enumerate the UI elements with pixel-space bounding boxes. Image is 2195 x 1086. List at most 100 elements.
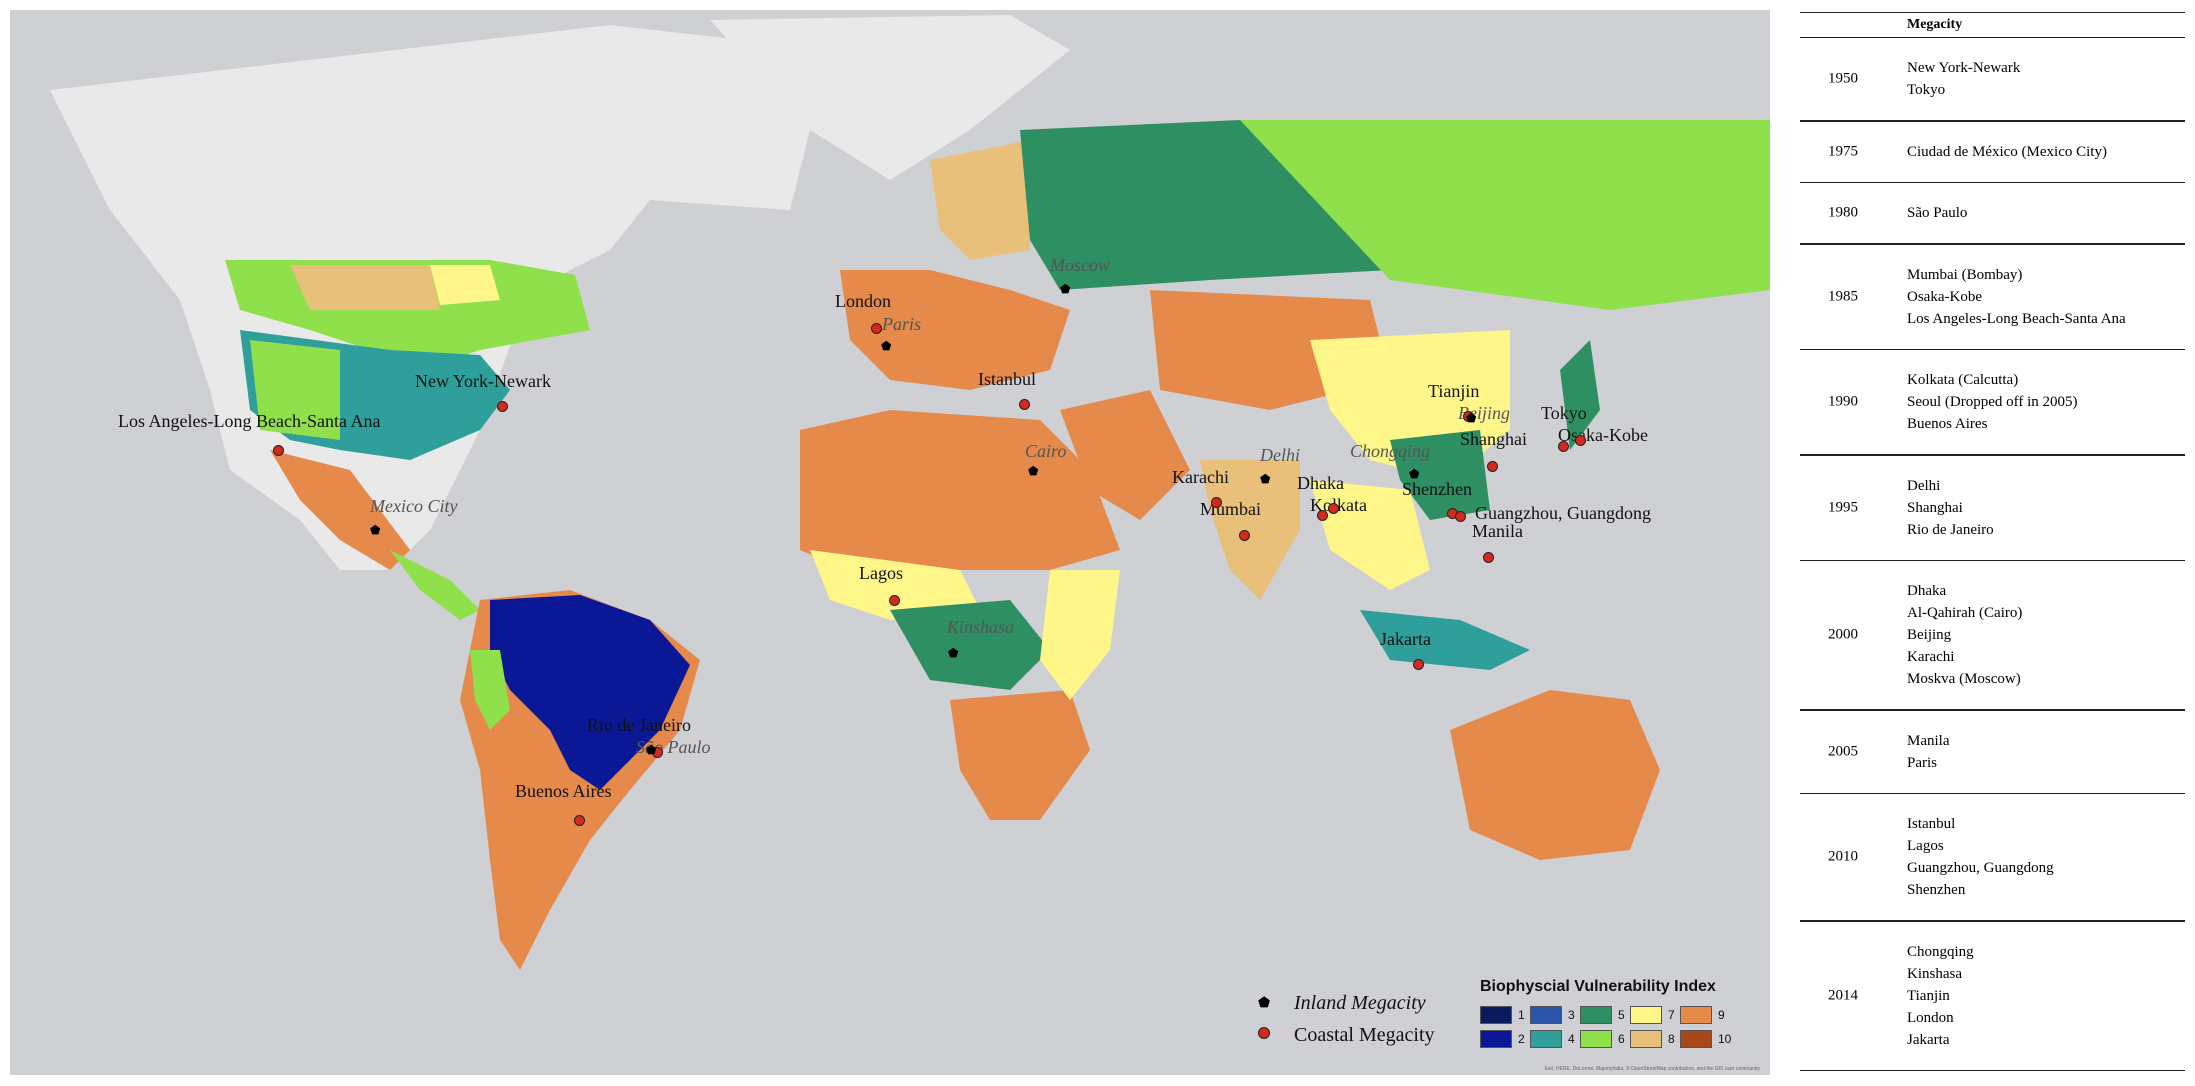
table-row: 2010 Istanbul Lagos Guangzhou, Guangdong She…: [1800, 794, 2185, 922]
southeast-asia-fill: [1310, 480, 1430, 590]
table-city: Dhaka: [1907, 583, 1947, 599]
vi-swatch-3: [1530, 1006, 1562, 1024]
canada-yellow: [430, 265, 500, 305]
table-city: Delhi: [1907, 478, 1941, 494]
city-label-paris: Paris: [882, 314, 922, 334]
mexico-fill: [270, 450, 410, 570]
coastal-megacity-symbol: [1258, 1027, 1270, 1039]
coastal-marker: [1463, 411, 1474, 422]
table-cities: Kolkata (Calcutta) Seoul (Dropped off in …: [1907, 369, 2078, 435]
table-city: Karachi: [1907, 649, 1955, 665]
vi-swatch-8: [1630, 1030, 1662, 1048]
vi-label-9: 9: [1718, 1008, 1725, 1022]
table-city: Manila: [1907, 733, 1950, 749]
city-label-shanghai: Shanghai: [1460, 429, 1527, 449]
vi-label-3: 3: [1568, 1008, 1575, 1022]
inland-marker: ⬟: [646, 743, 657, 757]
vi-label-10: 10: [1718, 1032, 1732, 1046]
table-row: 1950 New York-Newark Tokyo: [1800, 38, 2185, 122]
brazil-fill: [490, 595, 690, 790]
table-city: Mumbai (Bombay): [1907, 267, 2023, 283]
inland-marker: ⬟: [948, 646, 959, 660]
table-year: 1980: [1828, 204, 1858, 221]
table-year: 1985: [1828, 288, 1858, 305]
table-year: 2000: [1828, 626, 1858, 643]
city-label-dhaka: Dhaka: [1297, 473, 1344, 493]
city-label-manila: Manila: [1472, 521, 1523, 541]
south-china-fill: [1390, 430, 1490, 520]
vi-class-3: 3: [1530, 1006, 1575, 1024]
table-city: Moskva (Moscow): [1907, 671, 2021, 687]
table-row: 1995 Delhi Shanghai Rio de Janeiro: [1800, 456, 2185, 561]
table-city: Lagos: [1907, 838, 1944, 854]
table-city: Rio de Janeiro: [1907, 522, 1994, 538]
coastal-marker: [871, 323, 882, 334]
city-label-guangzhou: Guangzhou, Guangdong: [1475, 503, 1651, 523]
table-cities: New York-Newark Tokyo: [1907, 57, 2020, 101]
map-attribution: Esri, HERE, DeLorme, MapmyIndia, © OpenS…: [1544, 1066, 1760, 1072]
city-label-cairo: Cairo: [1025, 441, 1067, 461]
europe-fill: [840, 270, 1070, 390]
vi-class-8: 8: [1630, 1030, 1675, 1048]
vulnerability-index-title: Biophyscial Vulnerability Index: [1480, 978, 1716, 995]
inland-marker: ⬟: [1260, 472, 1271, 486]
indonesia-fill: [1360, 610, 1530, 670]
coastal-marker: [652, 747, 663, 758]
vi-label-8: 8: [1668, 1032, 1675, 1046]
australia-fill: [1450, 690, 1660, 860]
vulnerability-map: New York-Newark Los Angeles-Long Beach-S…: [10, 10, 1770, 1075]
southern-africa-fill: [950, 690, 1090, 820]
arabia-fill: [1060, 390, 1190, 520]
table-city: Al-Qahirah (Cairo): [1907, 605, 2023, 621]
city-label-tokyo: Tokyo: [1541, 403, 1587, 423]
inland-marker: ⬟: [370, 523, 381, 537]
map-basemap: [50, 15, 1770, 970]
vi-class-1: 1: [1480, 1006, 1525, 1024]
coastal-marker: [1575, 435, 1586, 446]
city-label-moscow: Moscow: [1050, 255, 1110, 275]
table-city: Osaka-Kobe: [1907, 289, 1982, 305]
city-label-london: London: [835, 291, 891, 311]
table-city: Los Angeles-Long Beach-Santa Ana: [1907, 311, 2126, 327]
vi-swatch-6: [1580, 1030, 1612, 1048]
table-year: 1975: [1828, 143, 1858, 160]
table-cities: São Paulo: [1907, 202, 1967, 224]
north-africa-fill: [800, 410, 1120, 580]
table-year: 2014: [1828, 987, 1858, 1004]
table-city: Guangzhou, Guangdong: [1907, 860, 2054, 876]
inland-megacity-legend-label: Inland Megacity: [1294, 992, 1426, 1014]
table-cities: Delhi Shanghai Rio de Janeiro: [1907, 475, 1994, 541]
table-year: 1990: [1828, 393, 1858, 410]
city-label-karachi: Karachi: [1172, 467, 1229, 487]
table-header-megacity: Megacity: [1907, 17, 1963, 32]
west-africa-fill: [810, 550, 980, 620]
table-city: New York-Newark: [1907, 60, 2021, 76]
inland-megacity-symbol: ⬟: [1258, 996, 1271, 1011]
table-city: Kinshasa: [1907, 966, 1962, 982]
table-year: 1995: [1828, 499, 1858, 516]
inland-marker: ⬟: [1409, 467, 1420, 481]
coastal-marker: [1455, 511, 1466, 522]
siberia-fill: [1240, 120, 1770, 310]
coastal-megacity-legend-label: Coastal Megacity: [1294, 1024, 1435, 1046]
table-city: Paris: [1907, 755, 1937, 771]
table-city: Beijing: [1907, 627, 1952, 643]
city-label-shenzhen: Shenzhen: [1402, 479, 1472, 499]
city-label-buenos-aires: Buenos Aires: [515, 781, 612, 801]
coastal-marker: [1239, 530, 1250, 541]
table-body: 1950 New York-Newark Tokyo 1975 Ciudad de Mé…: [1800, 38, 2185, 1071]
coastal-marker: [497, 401, 508, 412]
table-row: 1975 Ciudad de México (Mexico City): [1800, 122, 2185, 183]
vi-class-6: 6: [1580, 1030, 1625, 1048]
table-city: São Paulo: [1907, 205, 1968, 221]
table-city: Tokyo: [1907, 82, 1946, 98]
city-label-los-angeles: Los Angeles-Long Beach-Santa Ana: [118, 411, 381, 431]
inland-marker: ⬟: [1466, 411, 1477, 425]
vi-swatch-5: [1580, 1006, 1612, 1024]
city-label-new-york: New York-Newark: [415, 371, 551, 391]
vi-class-5: 5: [1580, 1006, 1625, 1024]
vi-swatch-10: [1680, 1030, 1712, 1048]
table-city: Shenzhen: [1907, 882, 1966, 898]
central-america: [390, 550, 480, 620]
coastal-marker: [574, 815, 585, 826]
